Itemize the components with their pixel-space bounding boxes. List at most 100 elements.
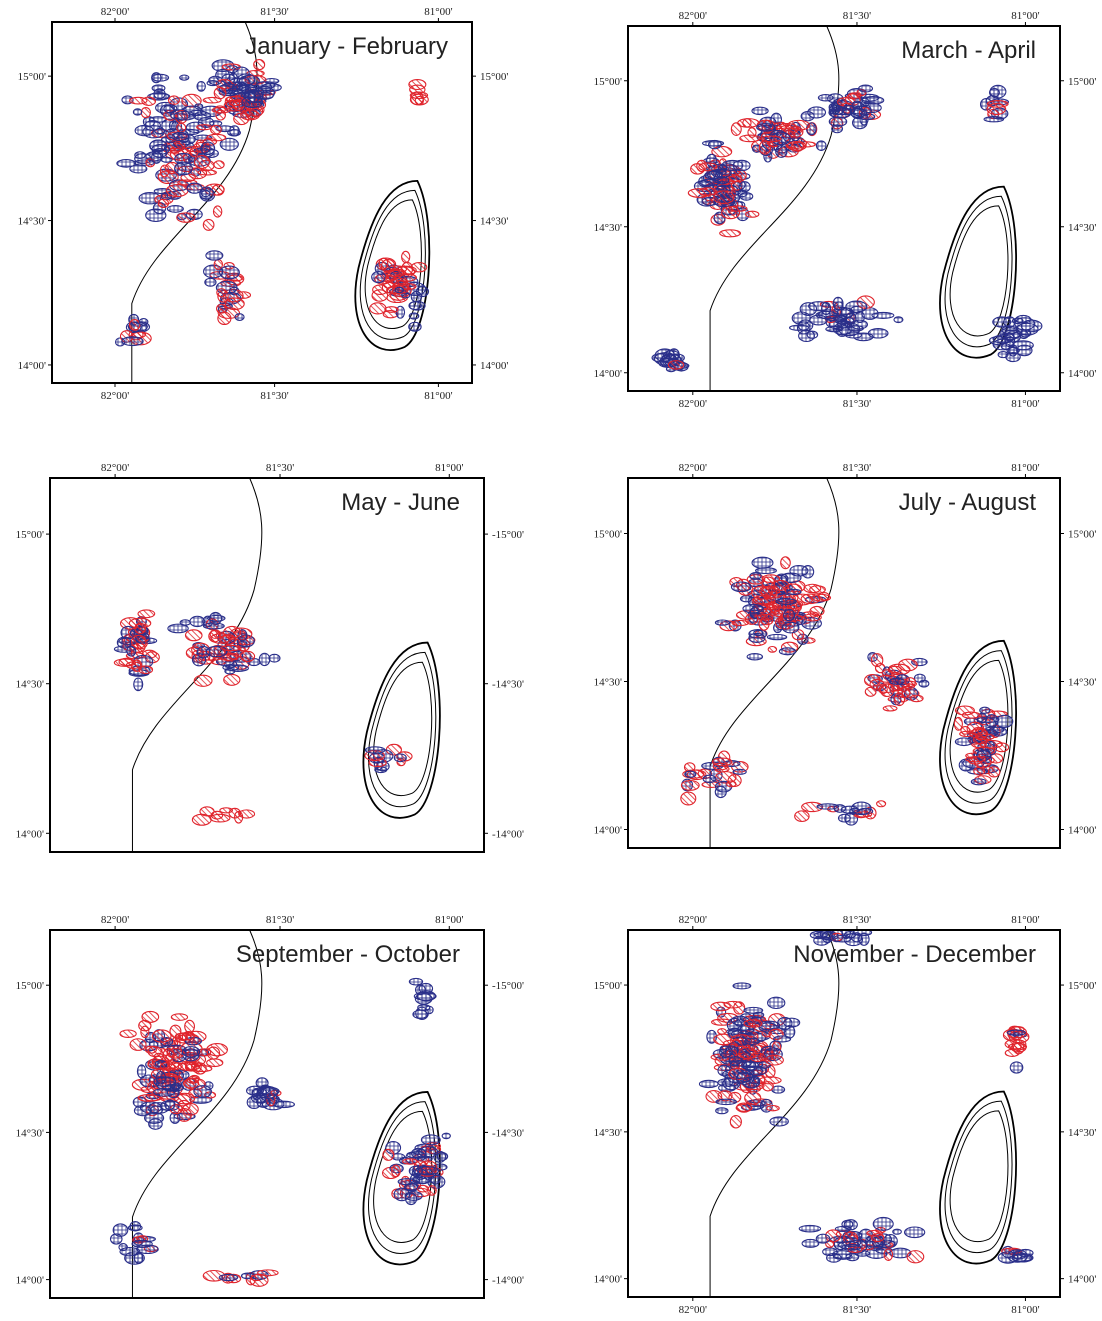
blue-blob [987, 726, 1008, 737]
red-blob [866, 1229, 883, 1237]
red-blob [184, 629, 203, 642]
top-tick-label: 82°00' [679, 462, 707, 474]
panel-title: November - December [793, 941, 1036, 968]
blue-blob [807, 106, 827, 119]
top-tick-label: 81°30' [266, 462, 294, 474]
blue-blob [371, 271, 386, 284]
blue-blob [153, 88, 166, 100]
blue-blob [715, 1098, 738, 1106]
left-tick-label: 14°30' [594, 677, 622, 689]
red-blob [986, 103, 1007, 116]
blue-blob [204, 277, 217, 287]
blue-blob [853, 332, 874, 342]
red-blob [226, 652, 240, 660]
red-blob [417, 1184, 429, 1193]
blue-blob [167, 623, 189, 634]
top-tick-label: 82°00' [101, 914, 129, 926]
panel-frame [627, 929, 1061, 1298]
red-blob [138, 665, 154, 675]
panel-title: May - June [341, 489, 460, 516]
blue-blob [801, 1238, 820, 1248]
blue-blob [732, 768, 747, 775]
blue-blob [970, 778, 987, 786]
panel-title: July - August [899, 489, 1037, 516]
blue-blob [166, 204, 184, 213]
red-blob [975, 733, 995, 741]
blue-blob [412, 1009, 428, 1019]
island-outline [944, 650, 1013, 804]
red-blob [210, 124, 222, 135]
map-content [698, 930, 1034, 1297]
bottom-tick-label: 81°00' [1011, 398, 1039, 410]
blue-blob [241, 96, 264, 109]
blue-blob [131, 1239, 153, 1249]
blue-blob [832, 1253, 853, 1260]
island-outline [944, 1100, 1013, 1254]
red-blob [216, 288, 227, 298]
panel-frame [49, 477, 485, 853]
blue-blob [155, 1071, 166, 1085]
island-outline [939, 1090, 1017, 1265]
red-blob [223, 673, 241, 686]
red-blob [213, 86, 227, 100]
red-blob [176, 212, 196, 223]
bottom-tick-label: 82°00' [101, 390, 129, 402]
blue-blob [835, 323, 849, 337]
blue-blob [179, 619, 191, 626]
blue-blob [149, 139, 168, 153]
blue-blob [436, 1151, 449, 1161]
blue-blob [408, 301, 422, 311]
bottom-tick-label: 81°00' [424, 390, 452, 402]
blue-blob [979, 706, 991, 714]
red-blob [402, 1158, 418, 1165]
blue-blob [778, 647, 797, 656]
red-blob [762, 1081, 774, 1092]
right-tick-label: 14°30' [1068, 677, 1096, 689]
blue-blob [408, 1165, 424, 1177]
blue-blob [258, 652, 271, 667]
right-tick-label: 15°00' [1068, 76, 1096, 88]
red-blob [788, 126, 804, 138]
blue-blob [417, 1003, 431, 1012]
left-tick-label: 14°30' [16, 679, 44, 691]
left-tick-label: 14°30' [18, 216, 46, 228]
bottom-tick-label: 81°30' [260, 390, 288, 402]
red-blob [729, 1114, 742, 1129]
red-blob [159, 164, 170, 178]
blue-blob [684, 770, 697, 778]
red-blob [202, 218, 215, 231]
map-content [109, 930, 451, 1298]
red-blob [393, 273, 418, 282]
red-blob [809, 585, 826, 594]
right-tick-label: 15°00' [1068, 980, 1096, 992]
red-blob [906, 1250, 925, 1264]
blue-blob [119, 1246, 141, 1257]
panel-frame [49, 929, 485, 1299]
red-blob [888, 665, 902, 674]
bottom-tick-label: 81°30' [843, 398, 871, 410]
blue-blob [397, 1178, 417, 1186]
blue-blob [858, 932, 870, 946]
left-tick-label: 14°00' [594, 1274, 622, 1286]
blue-blob [179, 74, 190, 81]
red-blob [212, 205, 223, 218]
blue-blob [728, 1055, 742, 1066]
blue-blob [988, 87, 1000, 98]
blue-blob [893, 316, 904, 324]
blue-blob [126, 645, 137, 657]
blue-blob [138, 318, 149, 326]
blue-blob [202, 622, 225, 630]
red-blob [1004, 1048, 1020, 1057]
red-blob [128, 96, 148, 105]
red-blob [206, 133, 227, 142]
blue-blob [196, 645, 211, 659]
blue-blob [261, 1084, 271, 1098]
blue-blob [775, 598, 797, 605]
red-blob [202, 96, 222, 104]
red-blob [129, 1038, 147, 1051]
island-outline [949, 1110, 1009, 1243]
red-blob [680, 779, 700, 791]
red-blob [719, 229, 742, 238]
top-tick-label: 81°30' [843, 462, 871, 474]
red-blob [168, 95, 180, 105]
